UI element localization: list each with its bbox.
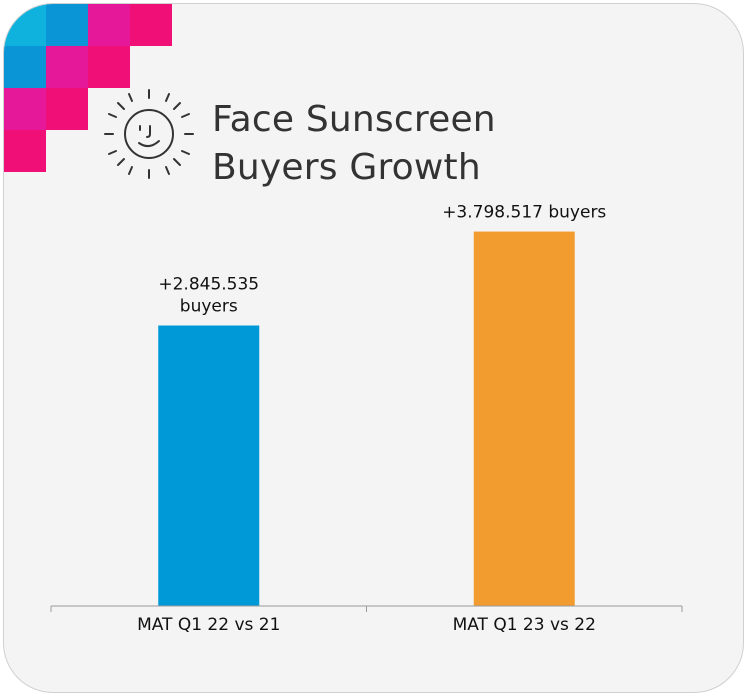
mosaic-square xyxy=(130,4,172,46)
bar xyxy=(473,231,575,606)
bar xyxy=(158,325,260,606)
chart-title-line-2: Buyers Growth xyxy=(212,147,481,188)
mosaic-square xyxy=(4,130,46,172)
mosaic-square xyxy=(46,4,88,46)
data-label: +3.798.517 buyers xyxy=(442,203,606,223)
chart-title-line-1: Face Sunscreen xyxy=(212,99,496,140)
mosaic-square xyxy=(4,4,46,46)
mosaic-square xyxy=(4,88,46,130)
mosaic-square xyxy=(88,46,130,88)
data-label: +2.845.535 xyxy=(158,275,259,295)
mosaic-square xyxy=(46,88,88,130)
mosaic-square xyxy=(4,46,46,88)
chart-title: Face Sunscreen Buyers Growth xyxy=(212,96,496,192)
x-tick-label: MAT Q1 22 vs 21 xyxy=(137,615,280,635)
mosaic-square xyxy=(88,4,130,46)
corner-mosaic-decoration xyxy=(4,4,174,184)
chart-card: Face Sunscreen Buyers Growth +2.845.535 b… xyxy=(3,3,744,693)
data-label: buyers xyxy=(180,297,238,317)
smiling-sun-icon xyxy=(104,89,194,179)
mosaic-square xyxy=(46,46,88,88)
x-tick-label: MAT Q1 23 vs 22 xyxy=(453,615,596,635)
